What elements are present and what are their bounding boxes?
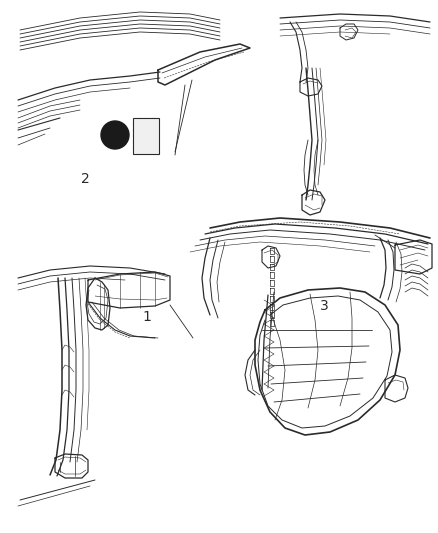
Bar — [133, 118, 159, 154]
Text: 2: 2 — [81, 172, 90, 185]
Circle shape — [101, 121, 129, 149]
Text: 1: 1 — [142, 310, 151, 324]
Text: 3: 3 — [320, 300, 328, 313]
